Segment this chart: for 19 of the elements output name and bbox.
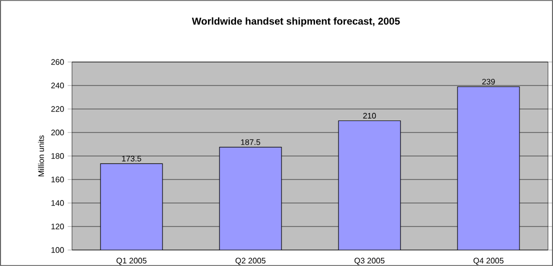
y-axis-title: Million units	[38, 135, 44, 176]
data-label: 173.5	[122, 156, 142, 162]
x-tick-label: Q4 2005	[474, 258, 504, 265]
y-tick-label: 220	[51, 106, 64, 112]
y-tick-label: 140	[51, 200, 64, 206]
x-tick-label: Q3 2005	[354, 258, 384, 265]
y-tick-label: 180	[51, 153, 64, 159]
x-tick-label: Q2 2005	[236, 258, 266, 265]
data-label: 210	[363, 112, 376, 119]
data-label: 187.5	[241, 139, 260, 145]
data-label: 239	[482, 78, 495, 84]
y-tick-label: 240	[51, 82, 64, 88]
x-tick-label: Q1 2005	[116, 258, 146, 265]
y-tick-label: 260	[51, 59, 64, 65]
y-tick-label: 160	[51, 176, 64, 182]
y-tick-label: 200	[51, 130, 64, 136]
y-tick-label: 120	[51, 224, 64, 230]
y-tick-label: 100	[51, 247, 64, 253]
chart-title: Worldwide handset shipment forecast, 2005	[192, 17, 400, 27]
